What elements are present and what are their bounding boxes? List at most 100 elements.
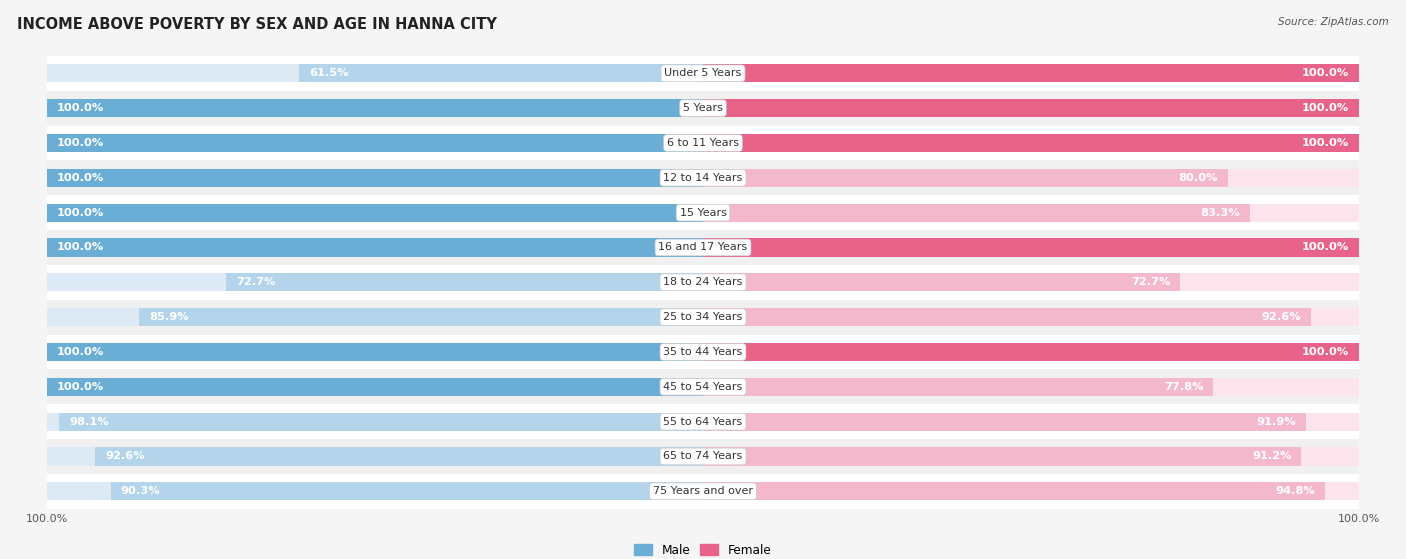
Text: 91.9%: 91.9% [1257,416,1296,427]
Bar [46,203,703,222]
Text: 61.5%: 61.5% [309,68,349,78]
Text: 25 to 34 Years: 25 to 34 Years [664,312,742,322]
Bar [46,134,703,152]
Text: INCOME ABOVE POVERTY BY SEX AND AGE IN HANNA CITY: INCOME ABOVE POVERTY BY SEX AND AGE IN H… [17,17,496,32]
Bar [703,482,1360,500]
Text: 100.0%: 100.0% [1302,68,1350,78]
Text: 100.0%: 100.0% [56,138,104,148]
Text: Source: ZipAtlas.com: Source: ZipAtlas.com [1278,17,1389,27]
Bar [703,308,1360,326]
Bar [139,308,703,326]
Text: 85.9%: 85.9% [149,312,188,322]
Bar [46,378,703,396]
Bar [46,482,703,500]
Bar [111,482,703,500]
Bar [703,203,1250,222]
Bar [46,160,1360,195]
Text: 72.7%: 72.7% [236,277,276,287]
Bar [703,482,1324,500]
Text: 100.0%: 100.0% [1302,347,1350,357]
Bar [46,99,703,117]
Bar [46,134,703,152]
Bar [703,203,1360,222]
Text: 75 Years and over: 75 Years and over [652,486,754,496]
Bar [46,413,703,430]
Bar [703,134,1360,152]
Bar [703,343,1360,361]
Bar [46,343,703,361]
Text: 91.2%: 91.2% [1253,452,1292,461]
Text: 92.6%: 92.6% [1261,312,1301,322]
Text: 5 Years: 5 Years [683,103,723,113]
Bar [46,308,703,326]
Bar [703,99,1360,117]
Text: 45 to 54 Years: 45 to 54 Years [664,382,742,392]
Text: 65 to 74 Years: 65 to 74 Years [664,452,742,461]
Bar [703,343,1360,361]
Bar [46,169,703,187]
Bar [703,64,1360,82]
Bar [703,238,1360,257]
Bar [703,238,1360,257]
Bar [703,308,1310,326]
Text: Under 5 Years: Under 5 Years [665,68,741,78]
Text: 100.0%: 100.0% [56,173,104,183]
Bar [703,447,1360,466]
Bar [46,99,703,117]
Bar [703,273,1180,291]
Bar [46,447,703,466]
Bar [59,413,703,430]
Bar [46,439,1360,474]
Bar [96,447,703,466]
Bar [46,265,1360,300]
Bar [46,64,703,82]
Bar [703,134,1360,152]
Text: 100.0%: 100.0% [56,243,104,253]
Legend: Male, Female: Male, Female [630,539,776,559]
Text: 98.1%: 98.1% [69,416,108,427]
Text: 100.0%: 100.0% [1302,243,1350,253]
Bar [703,64,1360,82]
Text: 55 to 64 Years: 55 to 64 Years [664,416,742,427]
Bar [703,169,1360,187]
Bar [46,273,703,291]
Text: 35 to 44 Years: 35 to 44 Years [664,347,742,357]
Bar [46,378,703,396]
Text: 100.0%: 100.0% [56,347,104,357]
Text: 100.0%: 100.0% [56,382,104,392]
Bar [703,447,1302,466]
Bar [703,413,1306,430]
Bar [46,474,1360,509]
Bar [703,378,1213,396]
Bar [46,300,1360,334]
Text: 16 and 17 Years: 16 and 17 Years [658,243,748,253]
Bar [46,91,1360,126]
Bar [46,169,703,187]
Bar [46,126,1360,160]
Text: 90.3%: 90.3% [121,486,160,496]
Text: 83.3%: 83.3% [1199,207,1240,217]
Bar [703,99,1360,117]
Text: 100.0%: 100.0% [1302,103,1350,113]
Bar [46,195,1360,230]
Text: 92.6%: 92.6% [105,452,145,461]
Bar [703,413,1360,430]
Text: 18 to 24 Years: 18 to 24 Years [664,277,742,287]
Text: 100.0%: 100.0% [1302,138,1350,148]
Text: 15 Years: 15 Years [679,207,727,217]
Text: 100.0%: 100.0% [56,207,104,217]
Bar [46,369,1360,404]
Text: 6 to 11 Years: 6 to 11 Years [666,138,740,148]
Bar [299,64,703,82]
Bar [703,169,1227,187]
Bar [46,230,1360,265]
Text: 72.7%: 72.7% [1130,277,1170,287]
Bar [703,378,1360,396]
Text: 80.0%: 80.0% [1178,173,1218,183]
Bar [46,238,703,257]
Bar [703,273,1360,291]
Text: 94.8%: 94.8% [1275,486,1315,496]
Bar [46,334,1360,369]
Bar [46,56,1360,91]
Bar [46,203,703,222]
